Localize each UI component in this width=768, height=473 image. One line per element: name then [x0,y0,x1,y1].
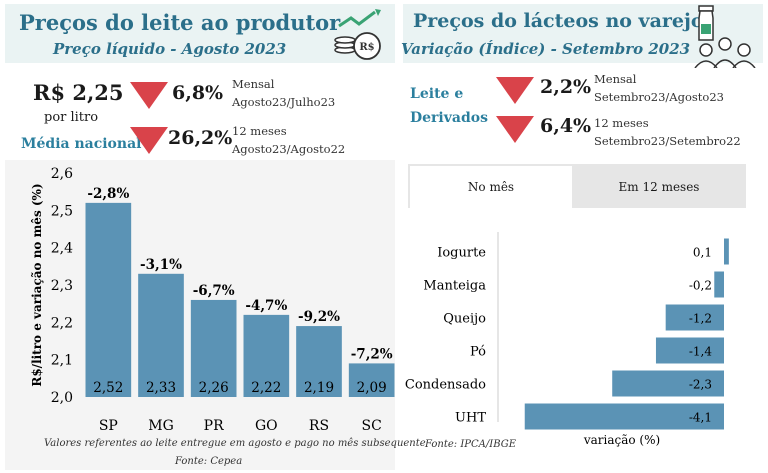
left-header-title: Preços do leite ao produtor [19,10,341,35]
retail-label-line2: Derivados [410,110,488,126]
producer-price-unit: por litro [44,110,99,125]
bar-value-label: 2,26 [199,380,229,396]
retail-yearly-label: 12 meses [594,116,649,130]
bar-value-label: -1,4 [689,345,713,359]
down-triangle-icon [130,127,168,154]
tab-no-mes-label: No mês [467,180,515,194]
bar-change-label: -4,7% [245,298,287,314]
bar-change-label: -2,8% [87,186,129,202]
y-tick-label: 2,2 [51,315,73,331]
svg-text:R$: R$ [359,42,374,53]
bar [655,337,724,364]
producer-yearly-label: 12 meses [232,124,287,138]
bar-value-label: 2,09 [357,380,387,396]
producer-yearly-period: Agosto23/Agosto22 [232,142,346,156]
bar [190,299,237,397]
x-tick-label: SP [99,418,118,434]
bar-value-label: -4,1 [689,411,712,425]
milk-consumers-icon [694,5,756,68]
bar-value-label: 2,52 [93,380,123,396]
bar [85,202,132,397]
bar-value-label: 2,33 [146,380,176,396]
tab-12-meses[interactable]: Em 12 meses [574,166,744,208]
right-header-subtitle: Variação (Índice) - Setembro 2023 [401,40,691,58]
bar [724,238,729,265]
down-triangle-icon [130,82,168,109]
x-axis-label: variação (%) [583,433,660,447]
producer-price-chart: 2,0 2,1 2,2 2,3 2,4 2,5 2,6 R$/litro e variação… [30,166,395,434]
right-header-title: Preços do lácteos no varejo [413,10,704,32]
producer-scope: Média nacional [21,136,142,152]
retail-variation-chart: Iogurte 0,1 Manteiga -0,2 Queijo -1,2 Pó -1,4 Co… [405,232,729,447]
tab-12-meses-label: Em 12 meses [618,180,700,194]
y-tick-label: Manteiga [423,279,486,294]
left-header-subtitle: Preço líquido - Agosto 2023 [53,40,287,58]
producer-monthly-label: Mensal [232,77,275,91]
bar [348,363,395,397]
y-tick-label: 2,6 [51,166,73,182]
y-tick-label: 2,1 [51,353,73,369]
bar [665,304,724,331]
y-tick-label: 2,4 [51,241,73,257]
y-tick-label: Queijo [443,312,486,327]
y-tick-label: Iogurte [437,246,486,261]
bar-change-label: -7,2% [351,346,393,362]
bar [714,271,724,298]
retail-yearly-change: 6,4% [540,115,592,137]
x-tick-label: RS [309,418,329,434]
retail-tabs: No mês Em 12 meses [408,164,746,208]
x-tick-label: MG [148,418,174,434]
y-tick-label: 2,3 [51,278,73,294]
producer-yearly-change: 26,2% [168,127,233,149]
bar-value-label: -2,3 [689,378,712,392]
bar [612,370,724,397]
bar-value-label: 0,1 [693,246,712,260]
bar-value-label: 2,22 [251,380,281,396]
bar [524,403,724,430]
x-tick-label: GO [255,418,278,434]
bar-change-label: -9,2% [298,309,340,325]
bar [243,314,290,397]
x-tick-label: SC [362,418,382,434]
producer-monthly-change: 6,8% [172,82,224,104]
bar [296,326,342,397]
y-tick-label: Condensado [405,378,486,393]
retail-monthly-period: Setembro23/Agosto23 [594,90,724,104]
producer-chart-source: Fonte: Cepea [175,456,243,467]
retail-label-line1: Leite e [410,86,464,102]
y-axis-label: R$/litro e variação no mês (%) [30,183,44,386]
retail-yearly-period: Setembro23/Setembro22 [594,134,741,148]
y-tick-label: 2,0 [51,390,73,406]
y-tick-label: 2,5 [51,203,73,219]
producer-price: R$ 2,25 [33,80,124,105]
down-triangle-icon [496,116,534,143]
bar-change-label: -6,7% [193,283,235,299]
money-growth-icon: R$ [334,9,381,60]
tab-no-mes[interactable]: No mês [410,166,572,208]
retail-monthly-change: 2,2% [540,76,592,98]
x-tick-label: PR [204,418,224,434]
producer-monthly-period: Agosto23/Julho23 [232,95,336,109]
bar-value-label: 2,19 [304,380,334,396]
left-header: Preços do leite ao produtor Preço líquid… [5,4,395,63]
bar-value-label: -0,2 [689,279,712,293]
right-header: Preços do lácteos no varejo Variação (Ín… [401,4,763,68]
bar-value-label: -1,2 [689,312,712,326]
y-tick-label: UHT [455,411,486,426]
producer-chart-footnote: Valores referentes ao leite entregue em … [44,438,426,449]
y-tick-label: Pó [470,345,486,360]
retail-monthly-label: Mensal [594,72,637,86]
bar [138,273,184,397]
bar-change-label: -3,1% [140,257,182,273]
retail-chart-source: Fonte: IPCA/IBGE [425,439,517,450]
down-triangle-icon [496,77,534,104]
